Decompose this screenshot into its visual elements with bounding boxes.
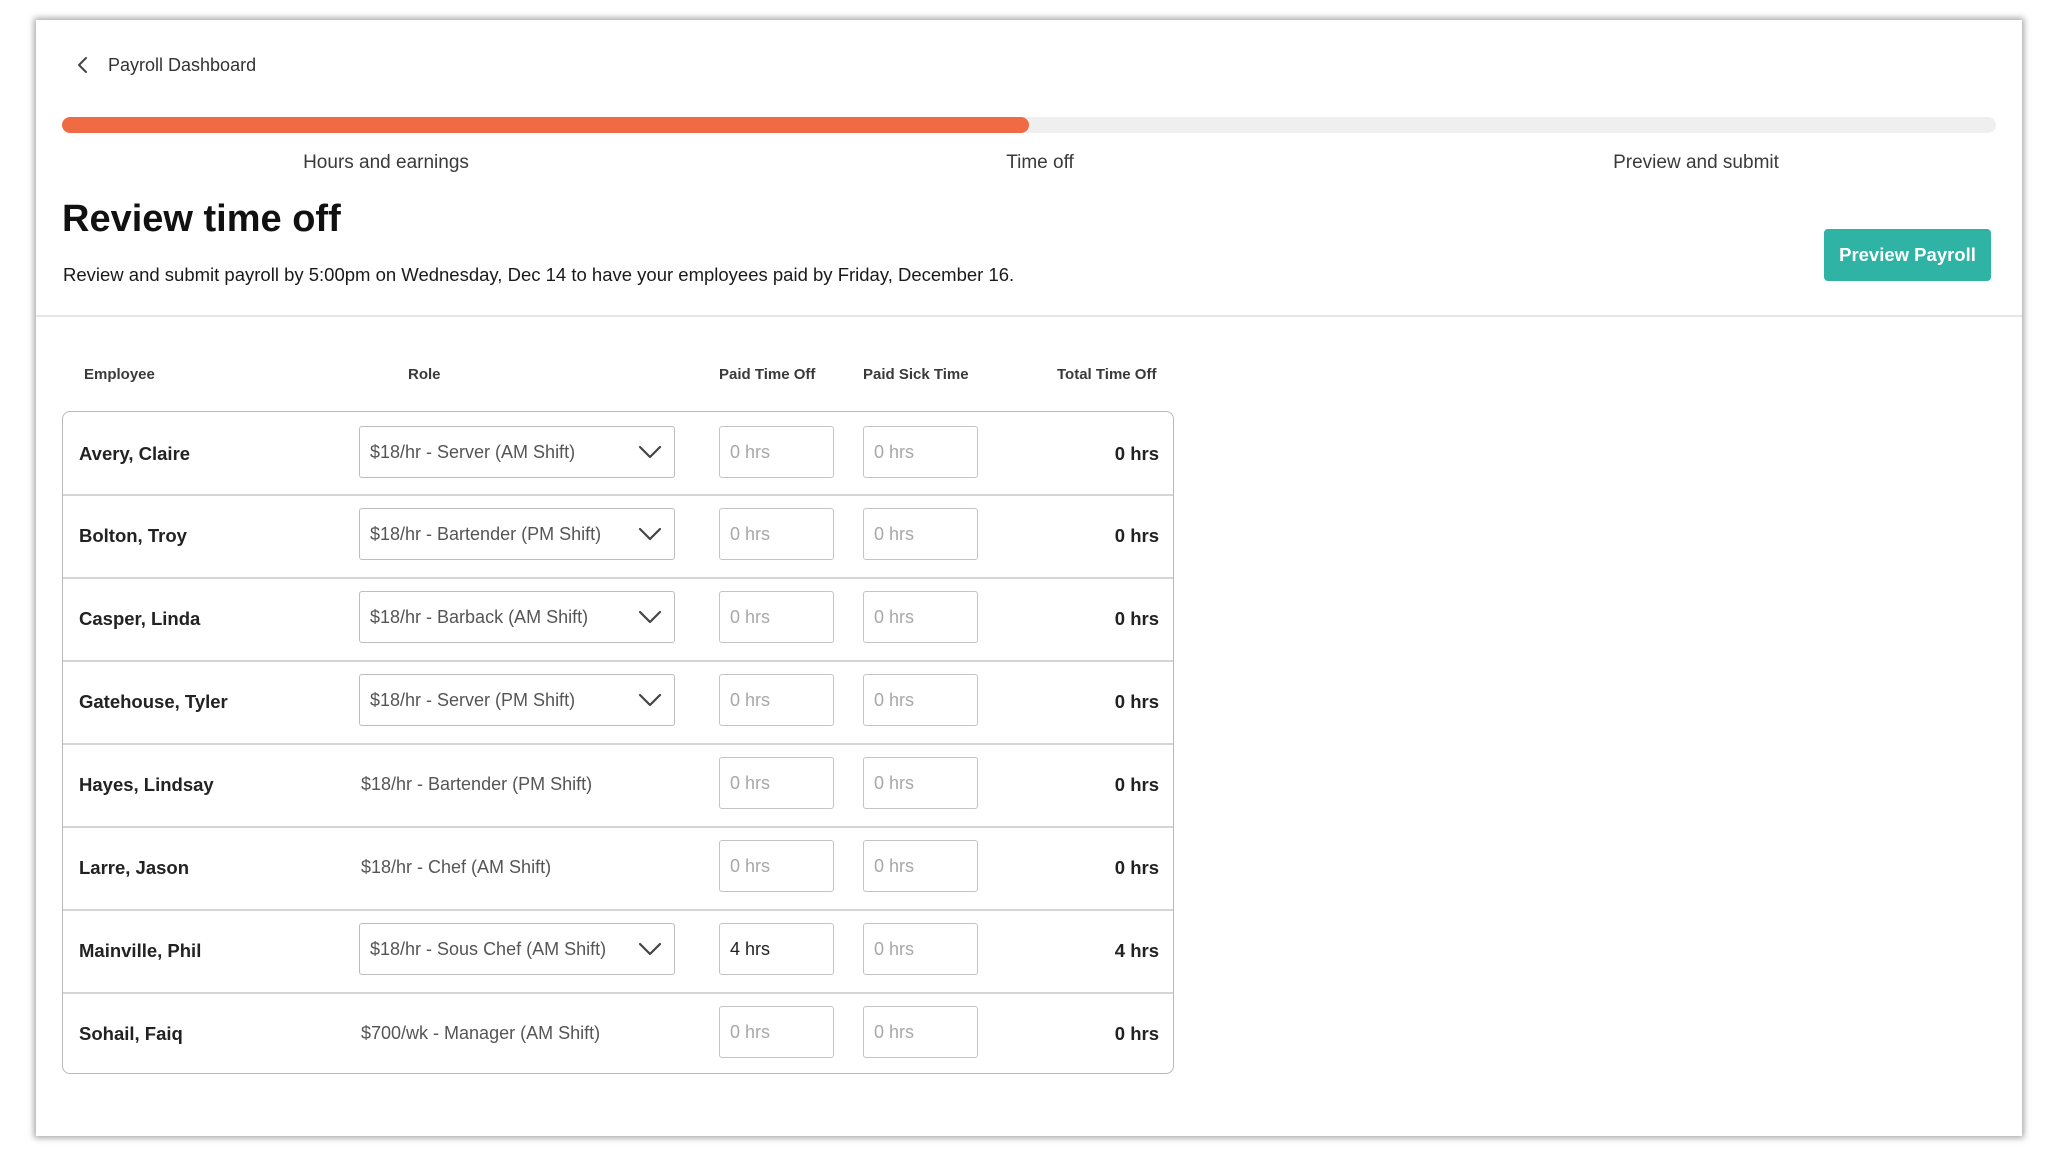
role-text: $18/hr - Chef (AM Shift) [361, 857, 552, 877]
back-link-label: Payroll Dashboard [108, 54, 257, 75]
chevron-left-icon [78, 57, 87, 73]
table-row: Mainville, Phil $18/hr - Sous Chef (AM S… [63, 909, 1173, 992]
column-header-role: Role [408, 366, 441, 383]
total-time-off: 0 hrs [1114, 443, 1159, 464]
total-time-off: 0 hrs [1114, 608, 1159, 629]
paid-sick-time-input[interactable] [863, 923, 978, 975]
paid-sick-time-input[interactable] [863, 1006, 978, 1058]
role-select[interactable]: $18/hr - Server (PM Shift) [359, 674, 675, 726]
chevron-down-icon [638, 693, 662, 707]
paid-sick-time-input[interactable] [863, 591, 978, 643]
role-text: $18/hr - Bartender (PM Shift) [361, 774, 593, 794]
paid-time-off-input[interactable] [719, 674, 834, 726]
chevron-down-icon [638, 942, 662, 956]
paid-time-off-input[interactable] [719, 757, 834, 809]
paid-time-off-input[interactable] [719, 840, 834, 892]
row-divider [63, 992, 1173, 994]
row-divider [63, 494, 1173, 496]
progress-bar [62, 117, 1996, 133]
column-header-paid-sick-time: Paid Sick Time [863, 366, 969, 383]
chevron-down-icon [638, 445, 662, 459]
chevron-down-icon [638, 610, 662, 624]
paid-time-off-input[interactable] [719, 426, 834, 478]
time-off-table: Avery, Claire $18/hr - Server (AM Shift)… [62, 411, 1174, 1074]
column-header-total-time-off: Total Time Off [1057, 366, 1157, 383]
paid-time-off-input[interactable] [719, 923, 834, 975]
row-divider [63, 577, 1173, 579]
employee-name: Gatehouse, Tyler [79, 691, 228, 712]
role-select-value: $18/hr - Bartender (PM Shift) [370, 524, 602, 544]
paid-sick-time-input[interactable] [863, 426, 978, 478]
table-row: Avery, Claire $18/hr - Server (AM Shift)… [63, 412, 1173, 495]
employee-name: Hayes, Lindsay [79, 774, 214, 795]
employee-name: Sohail, Faiq [79, 1023, 183, 1044]
column-header-paid-time-off: Paid Time Off [719, 366, 816, 383]
chevron-down-icon [638, 527, 662, 541]
paid-time-off-input[interactable] [719, 508, 834, 560]
role-select[interactable]: $18/hr - Bartender (PM Shift) [359, 508, 675, 560]
total-time-off: 0 hrs [1114, 691, 1159, 712]
employee-name: Bolton, Troy [79, 525, 187, 546]
table-row: Casper, Linda $18/hr - Barback (AM Shift… [63, 577, 1173, 660]
table-row: Bolton, Troy $18/hr - Bartender (PM Shif… [63, 494, 1173, 577]
role-select[interactable]: $18/hr - Barback (AM Shift) [359, 591, 675, 643]
role-select-value: $18/hr - Sous Chef (AM Shift) [370, 939, 607, 959]
role-text: $700/wk - Manager (AM Shift) [361, 1023, 601, 1043]
row-divider [63, 909, 1173, 911]
row-divider [63, 660, 1173, 662]
payroll-window: Payroll Dashboard Hours and earnings Tim… [36, 20, 2022, 1136]
step-hours-and-earnings: Hours and earnings [303, 152, 469, 173]
step-time-off: Time off [1006, 152, 1074, 173]
total-time-off: 0 hrs [1114, 774, 1159, 795]
total-time-off: 4 hrs [1114, 940, 1159, 961]
role-select-value: $18/hr - Barback (AM Shift) [370, 607, 589, 627]
table-row: Gatehouse, Tyler $18/hr - Server (PM Shi… [63, 660, 1173, 743]
paid-sick-time-input[interactable] [863, 508, 978, 560]
employee-name: Avery, Claire [79, 443, 191, 464]
preview-payroll-button[interactable]: Preview Payroll [1824, 229, 1991, 281]
progress-bar-fill [62, 117, 1029, 133]
table-row: Sohail, Faiq $700/wk - Manager (AM Shift)… [63, 992, 1173, 1073]
paid-sick-time-input[interactable] [863, 674, 978, 726]
back-link[interactable]: Payroll Dashboard [72, 50, 256, 80]
page-title: Review time off [62, 198, 341, 240]
employee-name: Larre, Jason [79, 857, 190, 878]
header-divider [36, 315, 2022, 317]
table-row: Larre, Jason $18/hr - Chef (AM Shift) 0 hr… [63, 826, 1173, 909]
role-select-value: $18/hr - Server (PM Shift) [370, 690, 576, 710]
row-divider [63, 743, 1173, 745]
paid-time-off-input[interactable] [719, 591, 834, 643]
payroll-deadline-text: Review and submit payroll by 5:00pm on W… [63, 264, 1015, 285]
column-header-employee: Employee [84, 366, 155, 383]
employee-name: Casper, Linda [79, 608, 201, 629]
total-time-off: 0 hrs [1114, 857, 1159, 878]
step-preview-and-submit: Preview and submit [1613, 152, 1779, 173]
total-time-off: 0 hrs [1114, 525, 1159, 546]
table-row: Hayes, Lindsay $18/hr - Bartender (PM Shi… [63, 743, 1173, 826]
role-select[interactable]: $18/hr - Sous Chef (AM Shift) [359, 923, 675, 975]
paid-time-off-input[interactable] [719, 1006, 834, 1058]
paid-sick-time-input[interactable] [863, 757, 978, 809]
total-time-off: 0 hrs [1114, 1023, 1159, 1044]
role-select-value: $18/hr - Server (AM Shift) [370, 442, 576, 462]
paid-sick-time-input[interactable] [863, 840, 978, 892]
employee-name: Mainville, Phil [79, 940, 202, 961]
row-divider [63, 826, 1173, 828]
role-select[interactable]: $18/hr - Server (AM Shift) [359, 426, 675, 478]
